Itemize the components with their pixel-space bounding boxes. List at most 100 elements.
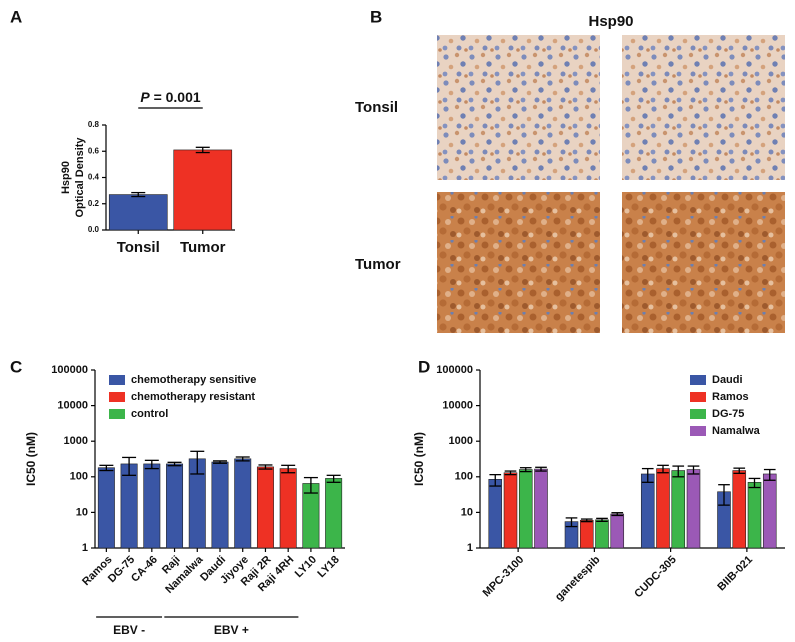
y-tick-label: 100000	[436, 364, 473, 376]
bar	[640, 473, 655, 549]
x-tick-label: Tonsil	[117, 239, 160, 256]
error-bar	[326, 474, 341, 483]
micrograph	[622, 192, 785, 333]
legend-swatch	[109, 392, 125, 402]
legend-swatch	[690, 426, 706, 436]
y-tick-label: 1	[467, 542, 473, 554]
x-tick-label: LY18	[315, 554, 341, 580]
panel-label: D	[418, 357, 430, 376]
bar	[108, 194, 168, 231]
bar	[503, 472, 518, 549]
y-tick-label: 0.8	[88, 120, 100, 129]
bar	[120, 463, 138, 549]
y-tick-label: 0.4	[88, 173, 100, 182]
y-axis-label: IC50 (nM)	[412, 432, 426, 486]
legend-swatch	[109, 409, 125, 419]
error-bar	[657, 464, 669, 474]
bar	[747, 482, 762, 549]
bar	[488, 479, 503, 549]
bar	[610, 513, 625, 549]
y-tick-label: 10	[461, 506, 473, 518]
legend-label: chemotherapy resistant	[131, 391, 255, 403]
error-bar	[641, 467, 654, 483]
legend-label: control	[131, 408, 168, 420]
error-bar	[718, 484, 730, 506]
x-tick-label: LY10	[293, 554, 319, 580]
micrograph	[437, 192, 600, 333]
y-tick-label: 1000	[64, 435, 88, 447]
legend-label: Daudi	[712, 374, 743, 386]
bar	[166, 463, 184, 549]
y-tick-label: 1000	[449, 435, 473, 447]
bar	[732, 470, 747, 549]
annotation: P = 0.001	[140, 89, 201, 105]
y-tick-label: 10000	[442, 400, 473, 412]
bar	[97, 467, 115, 549]
error-bar	[611, 512, 624, 517]
bar	[279, 468, 297, 549]
y-tick-label: 10000	[57, 400, 88, 412]
legend-swatch	[690, 409, 706, 419]
y-tick-label: 0.6	[88, 146, 100, 155]
y-axis-label: Optical Density	[74, 137, 86, 218]
y-tick-label: 100	[455, 471, 473, 483]
error-bar	[258, 464, 273, 470]
micrograph	[622, 35, 785, 180]
bar	[325, 478, 343, 549]
error-bar	[235, 456, 250, 462]
annotation-text: = 0.001	[154, 89, 201, 105]
error-bar	[580, 518, 593, 523]
error-bar	[763, 468, 776, 481]
error-bar	[99, 464, 114, 472]
row-label: Tonsil	[355, 99, 398, 116]
error-bar	[303, 476, 318, 494]
group-label: EBV -	[113, 623, 145, 637]
y-axis-label: IC50 (nM)	[24, 432, 38, 486]
y-tick-label: 0.0	[88, 225, 100, 234]
legend-label: chemotherapy sensitive	[131, 374, 256, 386]
error-bar	[167, 461, 182, 467]
bar	[518, 469, 533, 549]
row-label: Tumor	[355, 256, 401, 273]
x-tick-label: ganetespib	[553, 554, 603, 604]
panel-label: C	[10, 357, 22, 376]
y-tick-label: 0.2	[88, 199, 100, 208]
error-bar	[733, 467, 746, 475]
legend-swatch	[109, 375, 125, 385]
error-bar	[504, 470, 517, 476]
y-tick-label: 100	[70, 471, 88, 483]
bar	[534, 468, 548, 549]
bar	[656, 468, 670, 549]
bar	[762, 473, 777, 549]
micrograph	[437, 35, 600, 180]
error-bar	[281, 464, 296, 474]
legend-swatch	[690, 392, 706, 402]
y-axis-label: Hsp90	[60, 161, 72, 194]
legend-label: DG-75	[712, 408, 744, 420]
error-bar	[195, 146, 210, 154]
x-tick-label: CA-46	[129, 554, 160, 585]
error-bar	[131, 191, 146, 198]
image-title: Hsp90	[588, 13, 633, 30]
x-tick-label: Ramos	[80, 554, 114, 588]
error-bar	[213, 460, 227, 464]
x-tick-label: BIIB-021	[715, 554, 755, 594]
annotation-symbol: P	[140, 89, 150, 105]
group-label: EBV +	[214, 623, 249, 637]
legend-label: Ramos	[712, 391, 749, 403]
error-bar	[144, 459, 159, 470]
y-tick-label: 1	[82, 542, 88, 554]
bar	[579, 519, 594, 549]
error-bar	[748, 477, 761, 489]
bar	[595, 519, 609, 549]
error-bar	[535, 466, 547, 472]
error-bar	[565, 517, 578, 528]
bar	[173, 149, 233, 231]
bar	[686, 469, 701, 549]
legend-label: Namalwa	[712, 425, 761, 437]
y-tick-label: 100000	[51, 364, 88, 376]
bar	[256, 466, 274, 549]
bar	[143, 463, 161, 549]
error-bar	[596, 517, 608, 523]
